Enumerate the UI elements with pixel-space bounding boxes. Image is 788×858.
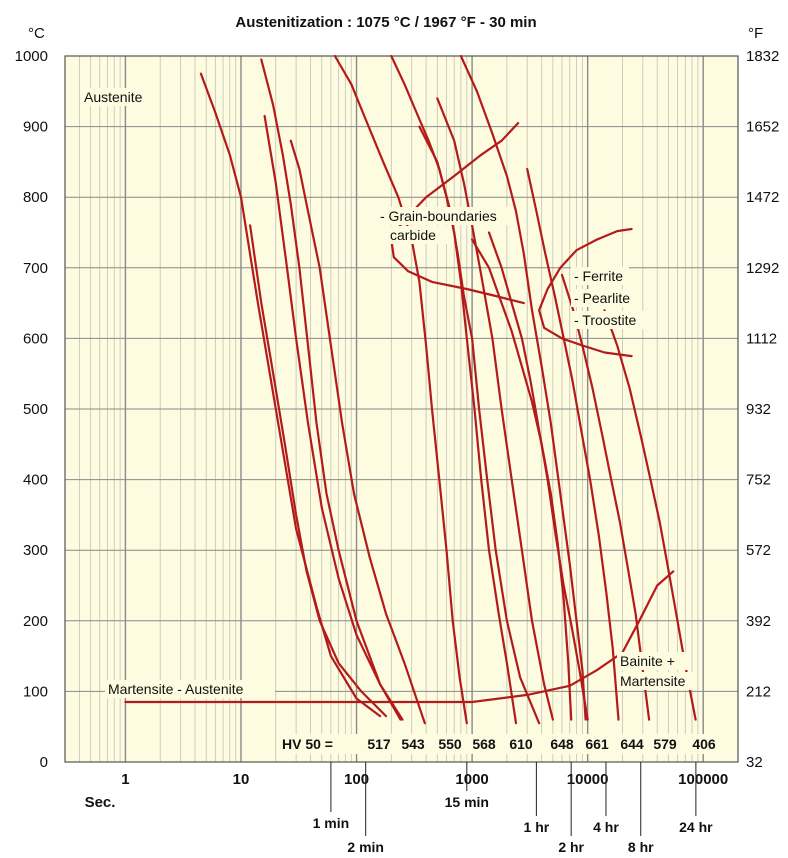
cooling-curve [418,125,541,725]
y-tick-label-left: 600 [23,330,48,347]
time-mark-label: 2 hr [558,839,584,855]
cooling-curve [526,167,620,721]
ferrite-label: - Ferrite [574,268,623,284]
cooling-curve [249,224,388,718]
hardness-value: 543 [401,736,425,752]
troostite-label-bg [571,311,645,329]
y-tick-label-right: 1292 [746,260,779,277]
y-tick-label-right: 212 [746,683,771,700]
hardness-value: 550 [438,736,462,752]
x-unit-label: Sec. [85,794,116,811]
y-tick-label-left: 300 [23,542,48,559]
cooling-curve [459,54,587,721]
bainite-label-1-bg [617,652,691,670]
gb-carbide-label-2-bg [387,226,449,244]
cooling-curve [560,273,651,721]
time-mark-label: 2 min [347,839,384,855]
y-tick-label-left: 700 [23,260,48,277]
cooling-curve [263,114,404,721]
y-tick-label-left: 500 [23,401,48,418]
troostite-label: - Troostite [574,312,636,328]
x-tick-label: 10000 [567,771,609,788]
y-tick-label-left: 100 [23,683,48,700]
y-tick-label-left: 900 [23,119,48,136]
hardness-value: 648 [550,736,574,752]
time-mark-label: 15 min [445,794,489,810]
y-tick-label-left: 1000 [15,48,48,65]
ferrite-pearlite-troostite-region [538,227,633,358]
y-tick-label-right: 1832 [746,48,779,65]
hardness-prefix: HV 50 = [282,736,333,752]
y-tick-label-left: 400 [23,472,48,489]
plot-frame [64,55,739,763]
hardness-value: 644 [620,736,644,752]
y-tick-label-left: 0 [40,754,48,771]
y-tick-label-right: 932 [746,401,771,418]
hardness-value: 579 [653,736,677,752]
y-tick-label-right: 752 [746,472,771,489]
time-mark-label: 1 hr [524,819,550,835]
cooling-curve [199,72,382,718]
y-tick-label-right: 32 [746,754,763,771]
cooling-curve [260,58,402,721]
hardness-value: 517 [367,736,391,752]
gb-carbide-label-2: carbide [390,227,436,243]
hardness-value: 661 [585,736,609,752]
martensite-austenite-label-bg [105,680,275,698]
chart-title: Austenitization : 1075 °C / 1967 °F - 30… [235,14,536,31]
hardness-bg [278,734,718,754]
pearlite-label-bg [571,289,637,307]
austenite-label: Austenite [84,89,143,105]
y-tick-label-left: 800 [23,189,48,206]
gb-carbide-label-1-bg [377,207,513,225]
martensite-austenite-label: Martensite - Austenite [108,681,244,697]
x-tick-label: 10 [233,771,250,788]
y-tick-label-left: 200 [23,613,48,630]
x-tick-label: 1 [121,771,129,788]
x-tick-label: 100000 [678,771,728,788]
plot-grid [64,55,739,763]
cooling-curve [487,231,589,721]
y-tick-label-right: 392 [746,613,771,630]
time-mark-label: 24 hr [679,819,713,835]
bainite-label-2: Martensite [620,673,686,689]
austenite-label-bg [81,88,155,106]
y-tick-label-right: 1472 [746,189,779,206]
time-mark-label: 8 hr [628,839,654,855]
x-tick-label: 1000 [455,771,488,788]
hardness-value: 568 [472,736,496,752]
axes: 0 100 200 300 400 500 600 700 800 900 1000 32 212 392… [15,48,780,855]
x-tick-label: 100 [344,771,369,788]
annotations: Austenite - Grain-boundaries carbide - Ferr… [81,88,718,754]
y-tick-label-right: 572 [746,542,771,559]
ferrite-label-bg [571,267,629,285]
cooling-curve [289,139,426,725]
martensite-austenite-line [124,570,675,704]
time-mark-label: 4 hr [593,819,619,835]
y-unit-left: °C [28,25,45,42]
bainite-label-2-bg [617,672,697,690]
pearlite-label: - Pearlite [574,290,630,306]
hardness-value: 406 [692,736,716,752]
gb-carbide-label-1: - Grain-boundaries [380,208,497,224]
hardness-value: 610 [509,736,533,752]
y-unit-right: °F [748,25,763,42]
y-tick-label-right: 1112 [746,330,777,347]
time-mark-label: 1 min [313,815,350,831]
bainite-label-1: Bainite + [620,653,675,669]
y-tick-label-right: 1652 [746,119,779,136]
cooling-curve [333,54,468,725]
cooling-curve [436,97,554,721]
